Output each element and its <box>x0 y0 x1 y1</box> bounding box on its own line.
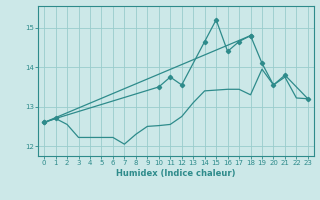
X-axis label: Humidex (Indice chaleur): Humidex (Indice chaleur) <box>116 169 236 178</box>
